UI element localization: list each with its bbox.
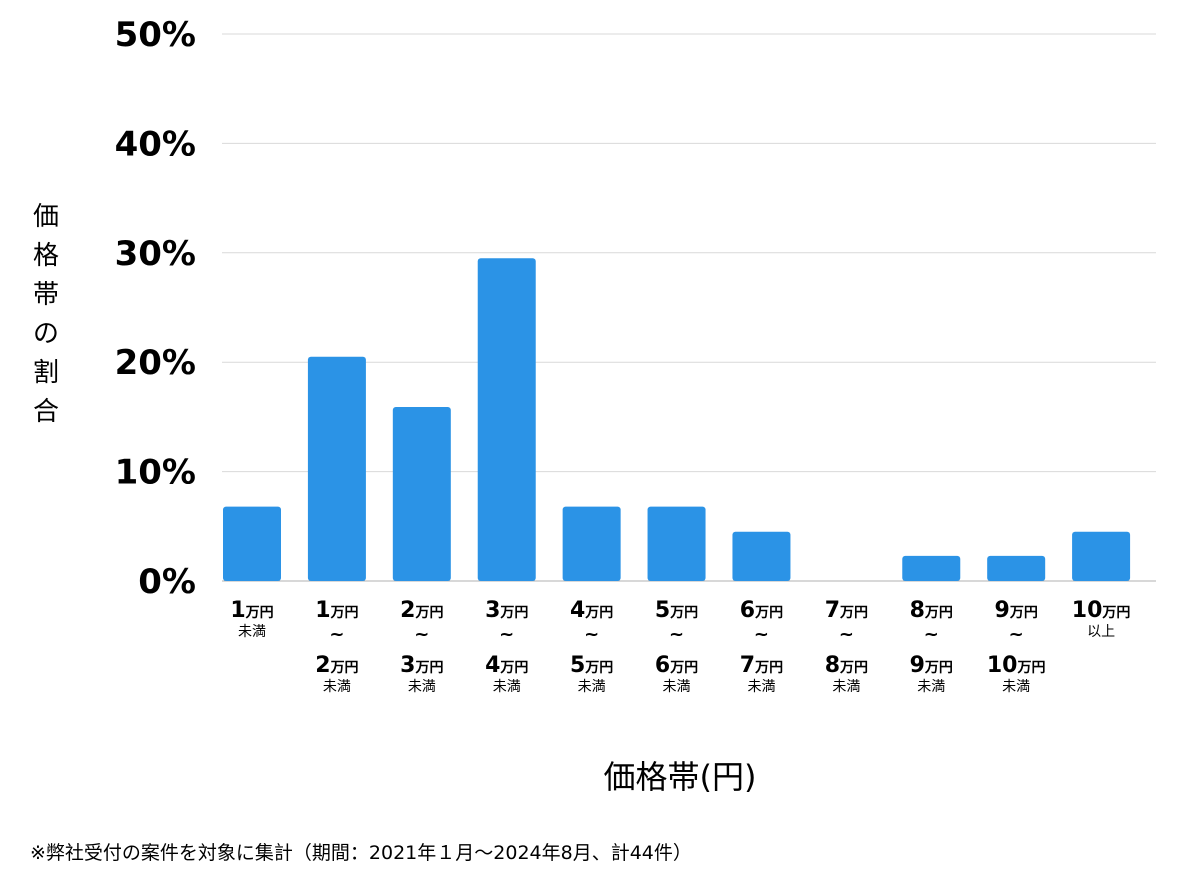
x-tick-price: 6万円 — [740, 598, 783, 623]
bar — [732, 531, 791, 581]
x-tick-note: 未満 — [238, 624, 266, 640]
x-tick-range-symbol: ~ — [1009, 624, 1024, 645]
x-tick-price: 10万円 — [1072, 598, 1131, 623]
y-tick-label: 0% — [138, 562, 196, 602]
x-tick-note: 未満 — [663, 679, 691, 695]
x-tick-note: 未満 — [323, 679, 351, 695]
y-axis-label-char: 割 — [32, 358, 59, 388]
x-tick-price: 10万円 — [987, 653, 1046, 678]
x-tick-price: 1万円 — [230, 598, 273, 623]
x-tick-price: 9万円 — [995, 598, 1038, 623]
x-tick-price: 4万円 — [485, 653, 528, 678]
x-tick-price: 5万円 — [655, 598, 698, 623]
x-tick-note: 以上 — [1087, 624, 1115, 640]
bar — [307, 356, 366, 581]
x-tick-note: 未満 — [408, 679, 436, 695]
x-tick-range-symbol: ~ — [839, 624, 854, 645]
x-tick-price: 7万円 — [825, 598, 868, 623]
x-tick-price: 6万円 — [655, 653, 698, 678]
bar — [1072, 531, 1131, 581]
x-axis-ticks: 1万円未満1万円~2万円未満2万円~3万円未満3万円~4万円未満4万円~5万円未… — [230, 598, 1130, 695]
y-axis-label-char: の — [32, 319, 59, 349]
x-tick-price: 2万円 — [400, 598, 443, 623]
x-tick-price: 3万円 — [485, 598, 528, 623]
x-tick-price: 5万円 — [570, 653, 613, 678]
bar — [223, 506, 281, 581]
y-axis-ticks: 0% 10% 20% 30% 40% 50% — [115, 15, 196, 602]
x-tick-range-symbol: ~ — [329, 624, 344, 645]
x-tick-note: 未満 — [832, 679, 860, 695]
y-tick-label: 30% — [115, 234, 196, 274]
x-tick-range-symbol: ~ — [414, 624, 429, 645]
y-axis-label-char: 格 — [32, 241, 59, 271]
x-tick-note: 未満 — [578, 679, 606, 695]
y-tick-label: 20% — [115, 343, 196, 383]
x-tick-price: 1万円 — [315, 598, 358, 623]
y-tick-label: 10% — [115, 453, 196, 493]
bar — [647, 506, 706, 581]
x-tick-price: 4万円 — [570, 598, 613, 623]
footnote: ※弊社受付の案件を対象に集計（期間：2021年１月〜2024年8月、計44件） — [30, 842, 692, 864]
x-tick-note: 未満 — [1002, 679, 1030, 695]
x-tick-note: 未満 — [917, 679, 945, 695]
bar — [902, 555, 961, 581]
x-axis-label: 価格帯(円) — [603, 758, 757, 796]
x-tick-price: 8万円 — [910, 598, 953, 623]
x-tick-range-symbol: ~ — [584, 624, 599, 645]
x-tick-range-symbol: ~ — [499, 624, 514, 645]
x-tick-note: 未満 — [493, 679, 521, 695]
y-axis-label-char: 価 — [32, 202, 59, 232]
y-tick-label: 50% — [115, 15, 196, 55]
bars — [223, 258, 1131, 581]
y-axis-label-char: 合 — [32, 397, 59, 427]
x-tick-price: 9万円 — [910, 653, 953, 678]
y-axis-label: 価格帯の割合 — [28, 198, 64, 432]
x-tick-price: 8万円 — [825, 653, 868, 678]
x-tick-range-symbol: ~ — [924, 624, 939, 645]
bar — [392, 407, 451, 581]
x-tick-price: 3万円 — [400, 653, 443, 678]
bar — [562, 506, 621, 581]
x-tick-price: 2万円 — [315, 653, 358, 678]
x-tick-price: 7万円 — [740, 653, 783, 678]
x-tick-range-symbol: ~ — [754, 624, 769, 645]
x-tick-range-symbol: ~ — [669, 624, 684, 645]
bar — [987, 555, 1046, 581]
y-tick-label: 40% — [115, 124, 196, 164]
x-tick-note: 未満 — [747, 679, 775, 695]
bar — [477, 258, 536, 581]
y-axis-label-char: 帯 — [32, 280, 59, 310]
